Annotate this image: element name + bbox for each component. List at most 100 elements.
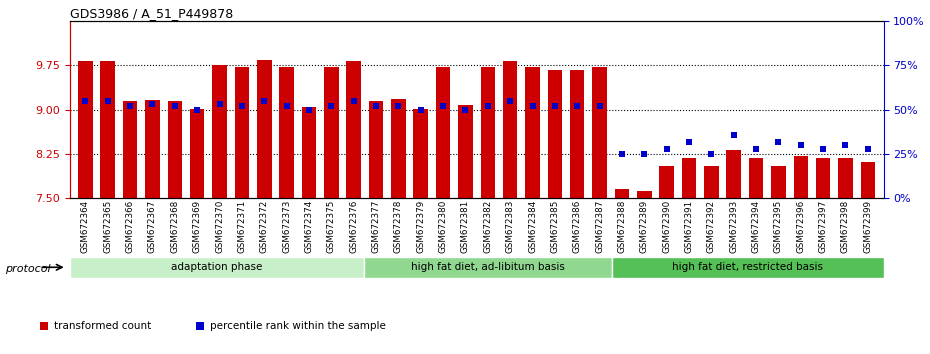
Point (369, 130, 384, 136)
Point (458, 107, 472, 113)
Text: GSM672374: GSM672374 (304, 200, 313, 253)
Text: GDS3986 / A_51_P449878: GDS3986 / A_51_P449878 (70, 7, 233, 20)
Bar (749, 158, 764, 198)
Point (78, 98, 93, 104)
Point (279, 103, 294, 109)
Point (749, 146, 764, 152)
Bar (771, 166, 786, 198)
Point (592, 103, 607, 109)
Point (704, 151, 719, 157)
Bar (682, 158, 697, 198)
Bar (503, 61, 517, 198)
Bar (481, 67, 495, 198)
Point (503, 98, 518, 104)
Bar (346, 61, 361, 198)
Text: percentile rank within the sample: percentile rank within the sample (210, 321, 386, 331)
Text: transformed count: transformed count (54, 321, 152, 331)
Bar (612, 257, 884, 278)
Point (391, 103, 405, 109)
Text: GSM672370: GSM672370 (215, 200, 224, 253)
Bar (70, 257, 364, 278)
Bar (458, 105, 472, 198)
Point (435, 103, 450, 109)
Point (190, 107, 205, 113)
Text: GSM672377: GSM672377 (371, 200, 380, 253)
Text: GSM672398: GSM672398 (841, 200, 850, 253)
Text: GSM672382: GSM672382 (484, 200, 492, 253)
Bar (364, 257, 612, 278)
Bar (816, 158, 830, 198)
Text: GSM672383: GSM672383 (506, 200, 514, 253)
Point (682, 139, 697, 144)
Text: GSM672367: GSM672367 (148, 200, 157, 253)
Bar (301, 107, 316, 198)
Text: GSM672387: GSM672387 (595, 200, 604, 253)
Text: high fat diet, ad-libitum basis: high fat diet, ad-libitum basis (411, 262, 565, 272)
Point (659, 146, 674, 152)
Text: GSM672369: GSM672369 (193, 200, 202, 253)
Point (167, 103, 182, 109)
Point (145, 102, 160, 107)
Point (481, 103, 496, 109)
Point (726, 132, 741, 137)
Text: GSM672399: GSM672399 (863, 200, 872, 253)
Point (301, 107, 316, 113)
Bar (838, 158, 853, 198)
Point (793, 142, 808, 148)
Text: GSM672379: GSM672379 (417, 200, 425, 253)
Bar (726, 150, 741, 198)
Bar (257, 60, 272, 198)
Bar (793, 156, 808, 198)
Point (234, 103, 249, 109)
Bar (615, 189, 630, 198)
Bar (592, 67, 607, 198)
Bar (190, 109, 205, 198)
Text: GSM672372: GSM672372 (259, 200, 269, 253)
Point (615, 151, 630, 157)
Text: protocol: protocol (5, 264, 50, 274)
Text: GSM672389: GSM672389 (640, 200, 649, 253)
Bar (145, 100, 160, 198)
Bar (860, 162, 875, 198)
Text: GSM672395: GSM672395 (774, 200, 783, 253)
Point (123, 103, 138, 109)
Bar (525, 67, 539, 198)
Point (212, 102, 227, 107)
Point (637, 151, 652, 157)
Bar (414, 109, 428, 198)
Bar (369, 101, 383, 198)
Point (548, 103, 563, 109)
Text: GSM672376: GSM672376 (349, 200, 358, 253)
Point (257, 98, 272, 104)
Point (860, 146, 875, 152)
Point (324, 103, 339, 109)
Text: GSM672393: GSM672393 (729, 200, 738, 253)
Point (100, 98, 115, 104)
Text: GSM672365: GSM672365 (103, 200, 113, 253)
Point (838, 142, 853, 148)
Text: GSM672385: GSM672385 (551, 200, 559, 253)
Bar (324, 67, 339, 198)
Point (771, 139, 786, 144)
Bar (637, 191, 652, 198)
Text: GSM672396: GSM672396 (796, 200, 805, 253)
Text: GSM672364: GSM672364 (81, 200, 90, 253)
Bar (234, 67, 249, 198)
Text: GSM672366: GSM672366 (126, 200, 135, 253)
Bar (659, 166, 674, 198)
Point (413, 107, 428, 113)
Bar (123, 101, 138, 198)
Text: GSM672368: GSM672368 (170, 200, 179, 253)
Bar (78, 61, 93, 198)
Bar (548, 70, 562, 198)
Bar (279, 67, 294, 198)
Point (525, 103, 540, 109)
Text: GSM672386: GSM672386 (573, 200, 582, 253)
Bar (167, 102, 182, 198)
Bar (100, 61, 115, 198)
Bar (436, 67, 450, 198)
Text: GSM672375: GSM672375 (326, 200, 336, 253)
Bar (570, 70, 584, 198)
Text: GSM672390: GSM672390 (662, 200, 671, 253)
Text: GSM672392: GSM672392 (707, 200, 716, 253)
